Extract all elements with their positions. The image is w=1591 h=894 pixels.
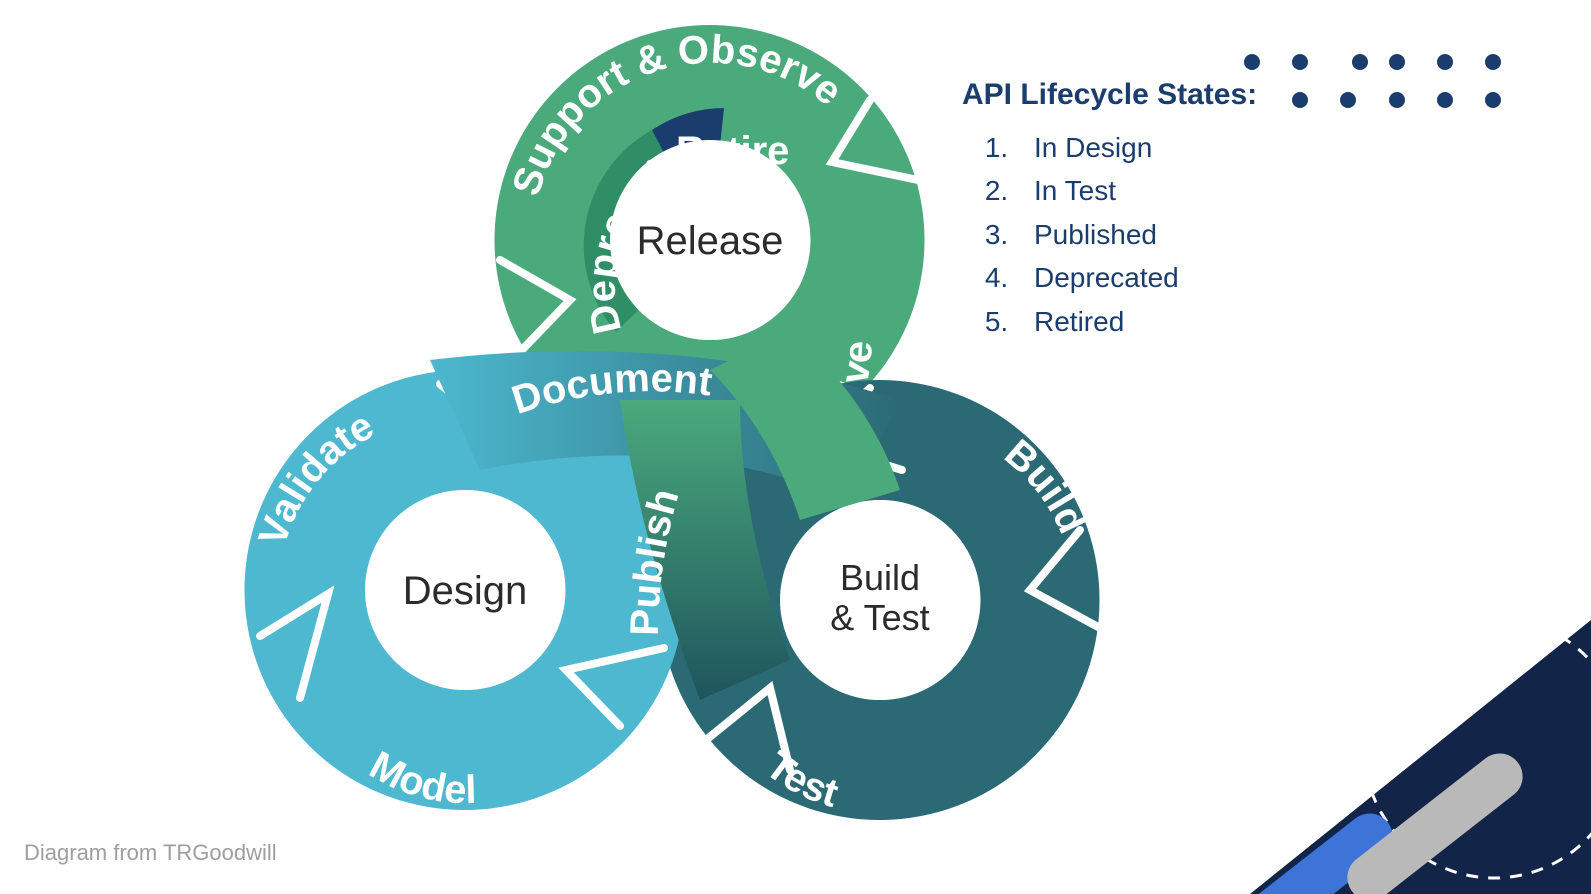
legend-title: API Lifecycle States: [962, 78, 1257, 112]
build-hub-label-1: Build [840, 557, 920, 598]
legend-item: In Test [1016, 169, 1257, 212]
lifecycle-diagram: Release Support & Observe Evolve Depreca… [0, 0, 1591, 894]
legend: API Lifecycle States: In Design In Test … [962, 78, 1257, 343]
legend-item: Retired [1016, 300, 1257, 343]
build-hub-label-2: & Test [830, 597, 929, 638]
legend-item: Deprecated [1016, 256, 1257, 299]
dot-grid [1244, 54, 1501, 108]
design-hub-label: Design [403, 569, 528, 613]
release-hub-label: Release [637, 219, 784, 263]
retire-label: Retire [676, 129, 789, 173]
legend-item: In Design [1016, 126, 1257, 169]
corner-deco [1208, 618, 1591, 894]
legend-list: In Design In Test Published Deprecated R… [962, 126, 1257, 343]
legend-item: Published [1016, 213, 1257, 256]
attribution: Diagram from TRGoodwill [24, 840, 277, 866]
